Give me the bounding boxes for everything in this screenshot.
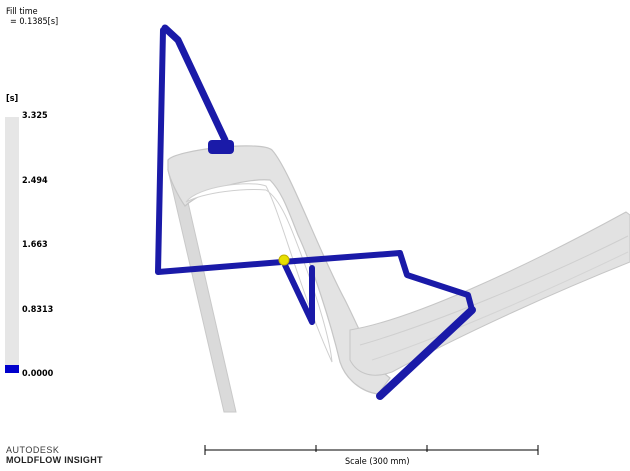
runner-system <box>155 24 476 400</box>
legend-tick-max: 3.325 <box>22 111 48 121</box>
part-mesh <box>167 145 630 413</box>
injection-point <box>278 254 290 266</box>
legend-color-bar <box>5 117 19 365</box>
legend-units: [s] <box>6 94 19 104</box>
legend-fill-indicator <box>5 365 19 373</box>
legend-tick-2: 2.494 <box>22 176 48 186</box>
legend-tick-4: 0.8313 <box>22 305 54 315</box>
result-value: = 0.1385[s] <box>10 17 59 27</box>
legend-tick-min: 0.0000 <box>22 369 54 379</box>
legend-tick-3: 1.663 <box>22 240 48 250</box>
scale-label: Scale (300 mm) <box>345 457 410 467</box>
scale-bar <box>204 445 539 455</box>
brand-logo-line2: MOLDFLOW INSIGHT <box>6 455 103 465</box>
result-title: Fill time <box>6 7 38 17</box>
brand-logo-line1: AUTODESK <box>6 445 60 455</box>
